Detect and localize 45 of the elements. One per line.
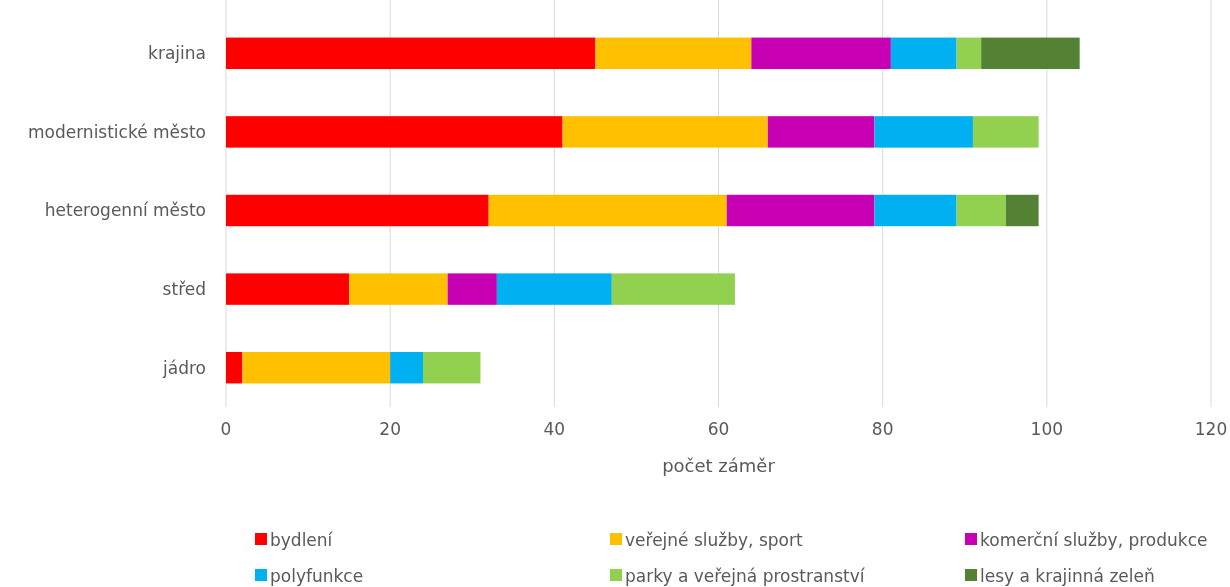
bar <box>423 351 481 384</box>
bar <box>242 351 391 384</box>
bar <box>349 273 448 305</box>
bar <box>226 37 596 70</box>
bar <box>726 194 875 227</box>
bar <box>956 37 982 70</box>
bar <box>751 37 891 70</box>
legend-label: parky a veřejná prostranství <box>625 565 866 586</box>
legend-label: bydlení <box>270 529 334 550</box>
legend-label: veřejné služby, sport <box>625 529 803 550</box>
bar <box>595 37 752 70</box>
bar <box>972 116 1039 148</box>
y-tick-label: heterogenní město <box>44 200 206 221</box>
x-tick-label: 80 <box>871 419 894 439</box>
bar <box>562 116 768 148</box>
bar <box>488 194 727 227</box>
bar <box>981 37 1080 70</box>
x-tick-label: 60 <box>707 419 730 439</box>
bar <box>226 273 350 305</box>
bar <box>767 116 875 148</box>
bar <box>226 116 563 148</box>
bar <box>611 273 735 305</box>
bar <box>390 351 423 384</box>
y-tick-label: jádro <box>162 357 206 378</box>
x-tick-label: 40 <box>543 419 566 439</box>
x-tick-label: 120 <box>1194 419 1228 439</box>
bar <box>874 194 957 227</box>
x-tick-label: 0 <box>220 419 232 439</box>
x-tick-label: 20 <box>379 419 401 439</box>
x-tick-label: 100 <box>1030 419 1064 439</box>
bar <box>890 37 957 70</box>
legend-label: komerční služby, produkce <box>980 529 1208 550</box>
bar <box>1005 194 1039 227</box>
bar <box>956 194 1006 227</box>
legend-label: lesy a krajinná zeleň <box>980 565 1155 586</box>
bar <box>226 194 489 227</box>
bar <box>226 351 243 384</box>
x-axis-title: počet záměr <box>662 455 776 476</box>
bar <box>874 116 973 148</box>
y-tick-label: krajina <box>148 43 206 64</box>
bar <box>496 273 612 305</box>
legend-label: polyfunkce <box>270 565 364 586</box>
bar <box>447 273 497 305</box>
y-tick-label: modernistické město <box>27 121 206 142</box>
y-tick-label: střed <box>162 279 206 300</box>
